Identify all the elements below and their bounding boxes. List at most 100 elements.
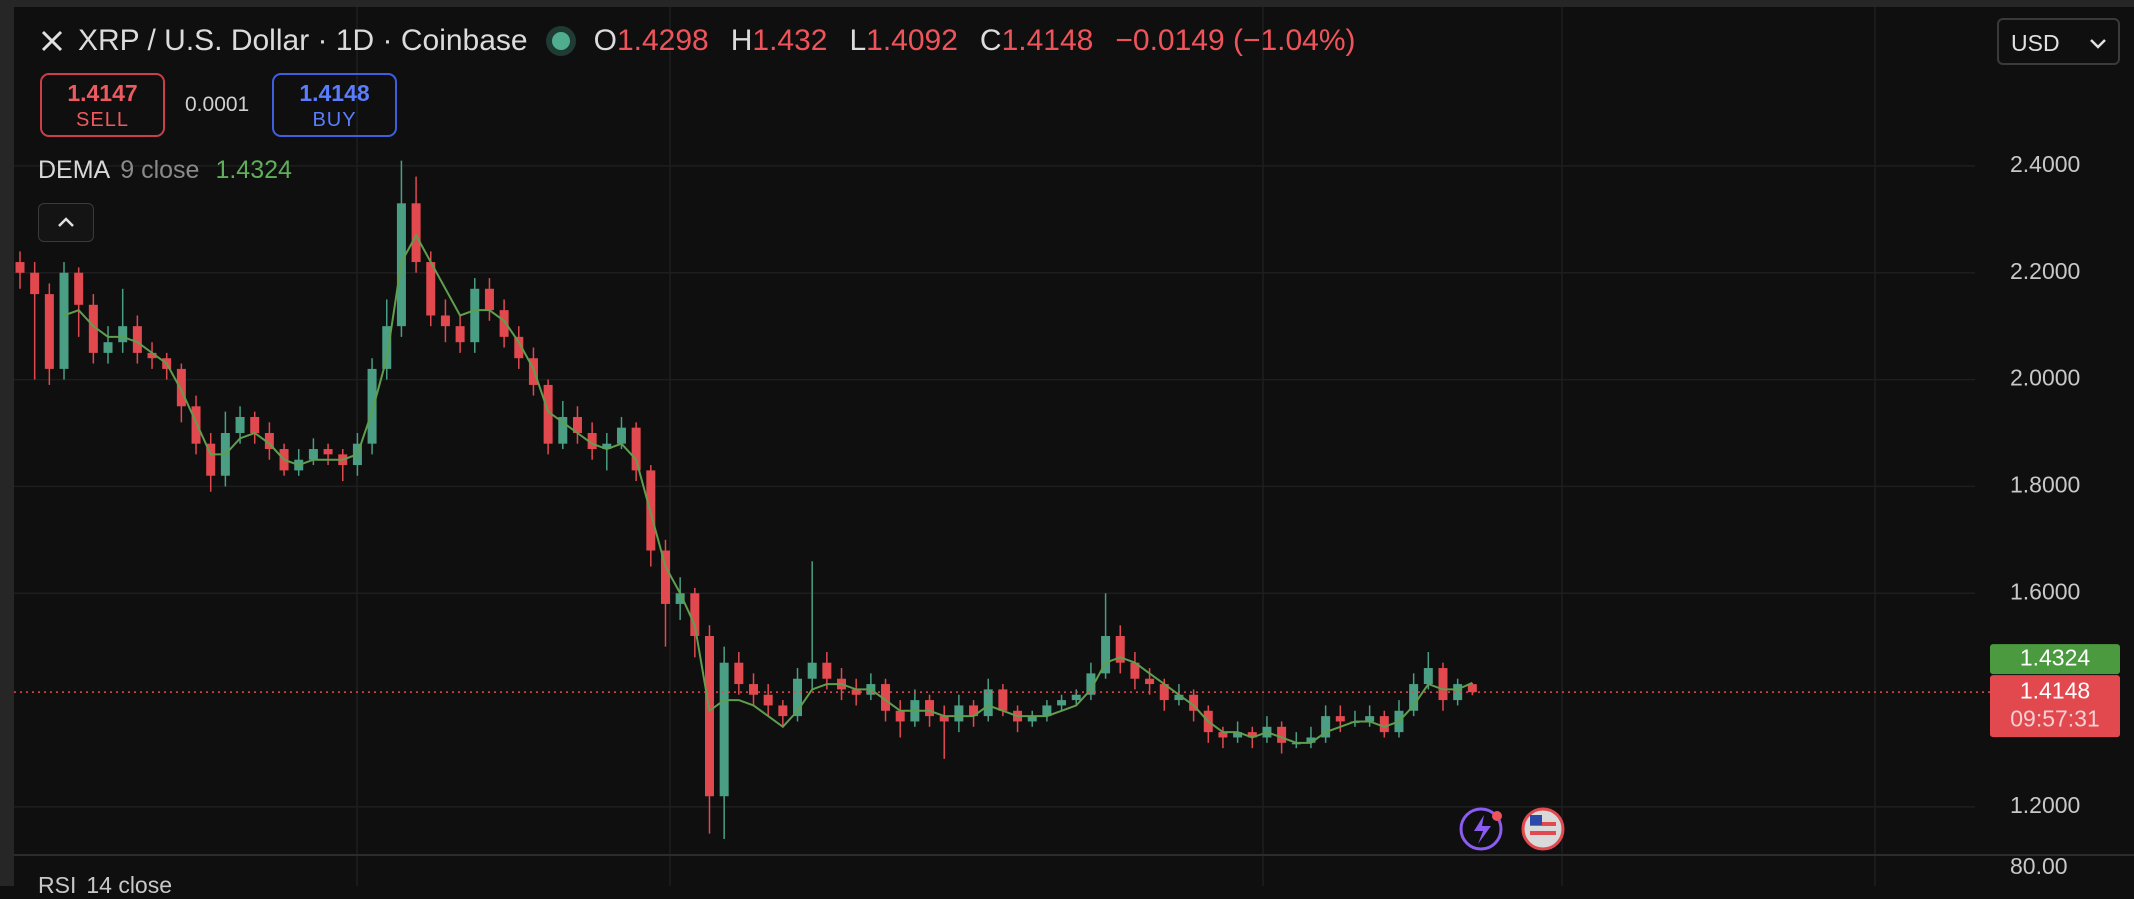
candle-body	[323, 449, 333, 455]
candle-body	[59, 272, 69, 369]
candle-body	[206, 443, 216, 476]
candle-body	[74, 272, 84, 305]
candle-body	[1409, 684, 1419, 711]
candle-body	[543, 384, 553, 444]
indicator-line	[63, 233, 1473, 744]
candle-body	[1086, 673, 1096, 695]
candle-body	[250, 416, 260, 433]
candle-body	[1145, 678, 1155, 685]
candle-body	[484, 288, 494, 311]
chevron	[58, 217, 74, 227]
buy-label: BUY	[312, 109, 357, 131]
candle-body	[382, 326, 392, 369]
flag-stripe	[1530, 822, 1556, 826]
candle-body	[118, 326, 128, 343]
collapse-button[interactable]	[38, 203, 94, 242]
candle-body	[1071, 694, 1081, 701]
candle-body	[1218, 732, 1228, 738]
candle-body	[44, 294, 54, 369]
candle-body	[1306, 737, 1316, 743]
candle-body	[851, 689, 861, 695]
price-grid	[14, 165, 1975, 808]
y-tick-label: 1.6000	[2010, 578, 2080, 604]
candle-body	[704, 635, 714, 797]
candle-body	[954, 705, 964, 722]
candle-body	[719, 662, 729, 797]
candle-body	[1438, 668, 1448, 701]
currency: USD	[2011, 30, 2060, 56]
candle-body	[895, 710, 905, 722]
candle-body	[1423, 668, 1433, 685]
candle-body	[411, 203, 421, 263]
indicator-value: 1.4324	[215, 156, 292, 184]
top-border	[0, 0, 2134, 7]
icon-bolt	[1474, 815, 1491, 844]
ideas-icon[interactable]	[1459, 807, 1503, 851]
flag-ring	[1521, 807, 1565, 851]
candle-body	[660, 550, 670, 604]
sell-label: SELL	[76, 109, 129, 131]
candle-body	[793, 678, 803, 717]
candle-body	[690, 593, 700, 636]
indicator-name: DEMA	[38, 156, 111, 184]
candle-body	[587, 433, 597, 450]
candle-body	[30, 272, 40, 295]
currency-select[interactable]: USD	[1997, 18, 2120, 65]
buy-button[interactable]: 1.4148 BUY	[272, 73, 397, 137]
buy-price: 1.4148	[299, 80, 370, 106]
candle-body	[1365, 716, 1375, 722]
countdown: 09:57:31	[2010, 705, 2100, 731]
low-value: 1.4092	[866, 24, 958, 57]
y-tick-label: 2.4000	[2010, 151, 2080, 177]
close-label: C	[979, 24, 1002, 57]
candle-body	[807, 662, 817, 679]
candle-body	[558, 416, 568, 444]
candle-body	[1467, 684, 1477, 693]
candle-body	[749, 684, 758, 695]
candle-body	[1057, 700, 1067, 706]
candle-body	[191, 406, 201, 444]
candle-body	[499, 310, 509, 337]
candle-body	[147, 352, 157, 359]
y-tick-label: 1.2000	[2010, 792, 2080, 818]
high-value: 1.432	[752, 24, 828, 57]
flag-icon[interactable]	[1521, 807, 1565, 851]
candle-body	[734, 662, 744, 685]
candle-body	[264, 433, 274, 450]
candle-body	[1042, 705, 1052, 717]
candle-body	[1247, 732, 1257, 738]
candle-body	[822, 662, 832, 679]
candle-body	[176, 368, 186, 407]
candle-body	[983, 689, 993, 717]
candle-body	[778, 705, 788, 717]
left-border	[0, 0, 14, 886]
y-tick-label: 2.0000	[2010, 365, 2080, 391]
candle-body	[675, 593, 685, 604]
high-label: H	[730, 24, 753, 57]
candle-body	[572, 416, 582, 433]
indicator-params: 9 close	[120, 156, 200, 184]
candle-body	[939, 716, 949, 722]
last-price: 1.4148	[2020, 677, 2090, 703]
candle-body	[998, 689, 1008, 711]
sell-button[interactable]: 1.4147 SELL	[40, 73, 165, 137]
market-status	[551, 32, 570, 50]
candle-body	[514, 336, 524, 359]
indicator-tag	[1990, 644, 2120, 675]
sell-price: 1.4147	[67, 80, 138, 106]
candle-body	[15, 262, 25, 273]
close-icon[interactable]	[40, 29, 64, 53]
close-value: 1.4148	[1001, 24, 1094, 57]
symbol-title: XRP / U.S. Dollar · 1D · Coinbase	[78, 24, 528, 57]
candle-body	[1335, 716, 1345, 722]
candle-body	[132, 326, 142, 353]
candle-body	[631, 427, 641, 471]
change: −0.0149 (−1.04%)	[1115, 24, 1356, 57]
candle-body	[470, 288, 480, 343]
last-price-tag	[1990, 675, 2120, 738]
candle-body	[881, 684, 891, 711]
candle-body	[1130, 662, 1140, 679]
candle-body	[367, 368, 377, 444]
